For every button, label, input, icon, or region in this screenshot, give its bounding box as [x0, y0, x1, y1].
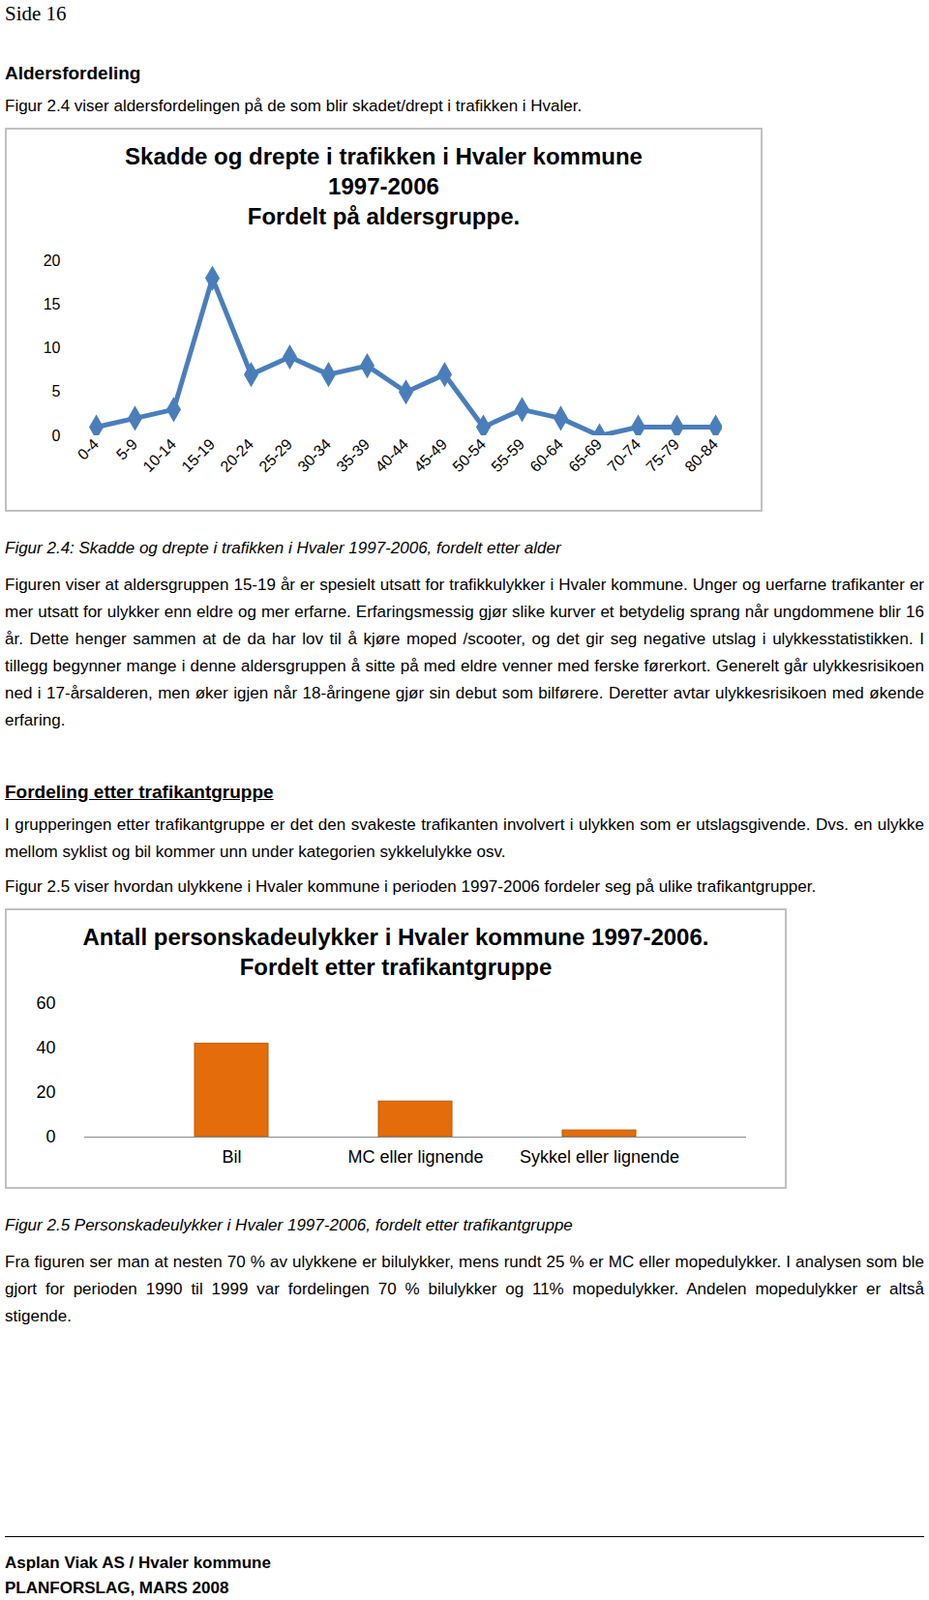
html-text:PLANFORSLAG, MARS 2008: PLANFORSLAG, MARS 2008 — [4, 1579, 229, 1598]
svg-text:Bil: Bil — [221, 1147, 241, 1168]
svg-text:MC eller lignende: MC eller lignende — [347, 1147, 483, 1168]
svg-text:20: 20 — [35, 1082, 56, 1103]
html-text:Side 16: Side 16 — [4, 1, 67, 26]
html-text:Fordeling etter trafikantgrupp: Fordeling etter trafikantgruppe — [4, 781, 274, 803]
html-text:Fordelt etter trafikantgruppe: Fordelt etter trafikantgruppe — [239, 954, 552, 981]
html-text:Figur 2.5 Personskadeulykker i: Figur 2.5 Personskadeulykker i Hvaler 19… — [4, 1216, 573, 1235]
svg-text:15-19: 15-19 — [178, 435, 218, 476]
svg-text:30-34: 30-34 — [294, 435, 334, 476]
svg-text:60: 60 — [35, 993, 56, 1014]
svg-text:10-14: 10-14 — [139, 435, 180, 476]
svg-text:40: 40 — [35, 1038, 56, 1058]
html-text:Asplan Viak AS / Hvaler kommun: Asplan Viak AS / Hvaler kommune — [4, 1554, 271, 1573]
svg-text:65-69: 65-69 — [565, 435, 605, 476]
html-text:Fordelt på aldersgruppe.: Fordelt på aldersgruppe. — [247, 203, 520, 230]
svg-text:Sykkel eller lignende: Sykkel eller lignende — [519, 1147, 680, 1168]
svg-text:0-4: 0-4 — [74, 435, 102, 463]
svg-text:45-49: 45-49 — [410, 435, 450, 476]
svg-text:55-59: 55-59 — [487, 435, 528, 476]
svg-text:25-29: 25-29 — [255, 435, 296, 476]
html-text:Figuren viser at aldersgruppen: Figuren viser at aldersgruppen 15-19 år … — [4, 575, 925, 730]
svg-text:50-54: 50-54 — [449, 435, 489, 476]
html-text:Antall personskadeulykker i Hv: Antall personskadeulykker i Hvaler kommu… — [82, 924, 709, 951]
svg-text:15: 15 — [43, 296, 61, 313]
svg-text:70-74: 70-74 — [603, 435, 644, 476]
svg-text:40-44: 40-44 — [371, 435, 412, 476]
svg-text:5: 5 — [52, 383, 61, 400]
svg-text:35-39: 35-39 — [332, 435, 373, 476]
html-text:Figur 2.5 viser hvordan ulykke: Figur 2.5 viser hvordan ulykkene i Hvale… — [4, 877, 816, 897]
html-text:Aldersfordeling: Aldersfordeling — [4, 62, 141, 84]
html-text:Figur 2.4 viser aldersfordelin: Figur 2.4 viser aldersfordelingen på de … — [4, 96, 582, 116]
svg-text:5-9: 5-9 — [113, 435, 141, 463]
svg-text:80-84: 80-84 — [681, 435, 721, 476]
html-text:I grupperingen etter trafikant: I grupperingen etter trafikantgruppe er … — [4, 815, 925, 862]
html-text:Figur 2.4: Skadde og drepte i: Figur 2.4: Skadde og drepte i trafikken … — [4, 539, 561, 558]
svg-text:10: 10 — [43, 339, 61, 357]
svg-text:20: 20 — [43, 252, 61, 270]
svg-text:75-79: 75-79 — [642, 435, 683, 476]
html-text:Fra figuren ser man at nesten: Fra figuren ser man at nesten 70 % av ul… — [4, 1253, 925, 1326]
svg-text:0: 0 — [45, 1127, 56, 1147]
html-text:Skadde og drepte i trafikken i: Skadde og drepte i trafikken i Hvaler ko… — [124, 143, 643, 200]
svg-text:20-24: 20-24 — [216, 435, 257, 476]
svg-text:60-64: 60-64 — [526, 435, 567, 476]
svg-text:0: 0 — [52, 427, 61, 445]
